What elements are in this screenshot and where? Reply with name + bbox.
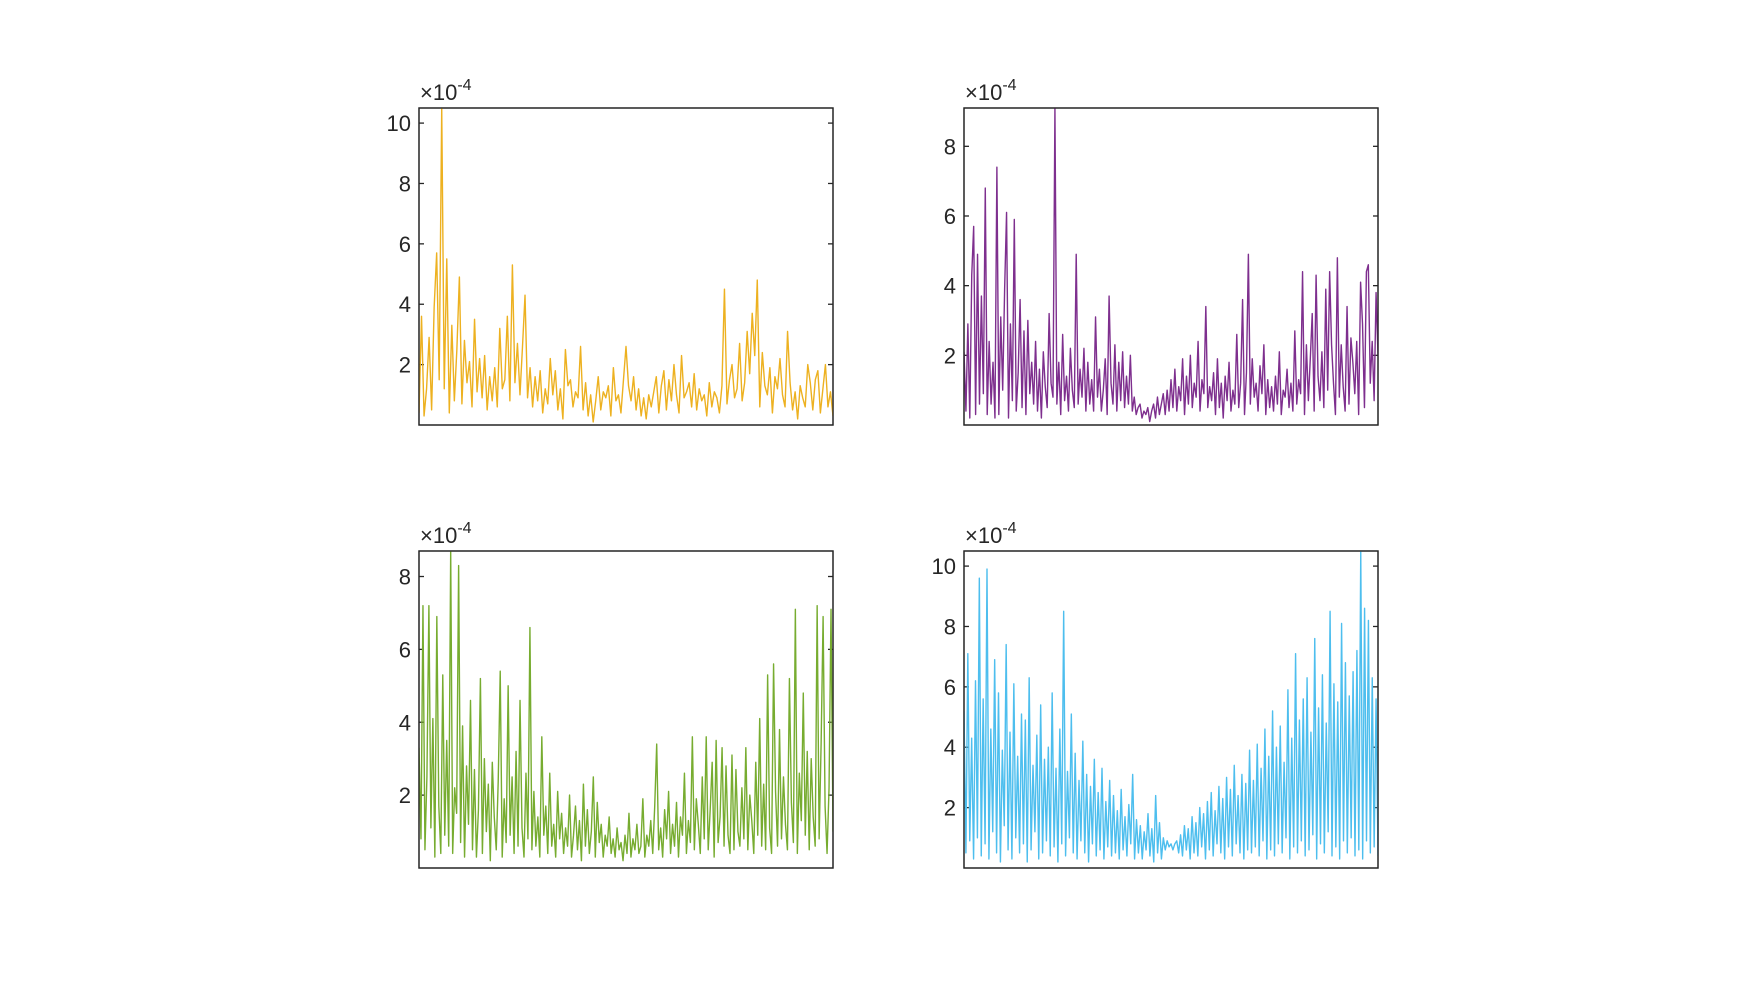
y-exponent-power: -4	[457, 77, 471, 94]
y-tick-label: 6	[944, 204, 956, 229]
y-tick-label: 8	[944, 614, 956, 639]
y-exponent-power: -4	[457, 520, 471, 537]
y-tick-label: 4	[399, 710, 411, 735]
y-exponent-base: ×10	[420, 80, 457, 105]
subplot-bottom-left: 2 4 6 8 ×10-4	[399, 520, 834, 869]
y-exponent-label: ×10-4	[965, 520, 1017, 548]
y-tick-label: 8	[399, 171, 411, 196]
subplot-bottom-right: 2 4 6 8 10 ×10-4	[932, 520, 1379, 869]
axes-border	[418, 550, 834, 869]
y-tick-label: 10	[387, 111, 411, 136]
y-tick-label: 6	[399, 232, 411, 257]
y-tick-label: 2	[944, 343, 956, 368]
y-exponent-label: ×10-4	[420, 520, 472, 548]
y-tick-label: 8	[944, 134, 956, 159]
series-line	[964, 108, 1378, 423]
series-line	[964, 551, 1378, 863]
y-tick-label: 2	[944, 796, 956, 821]
y-tick-label: 2	[399, 353, 411, 378]
y-exponent-label: ×10-4	[420, 77, 472, 105]
axes-border	[963, 550, 1379, 869]
y-tick-label: 8	[399, 565, 411, 590]
y-tick-label: 6	[944, 675, 956, 700]
y-tick-label: 2	[399, 783, 411, 808]
axes-border	[963, 107, 1379, 426]
y-tick-label: 4	[399, 292, 411, 317]
y-exponent-base: ×10	[965, 80, 1002, 105]
y-exponent-power: -4	[1002, 520, 1016, 537]
subplot-top-right: 2 4 6 8 ×10-4	[944, 77, 1379, 426]
y-exponent-base: ×10	[965, 523, 1002, 548]
series-line	[419, 108, 833, 423]
y-tick-label: 4	[944, 274, 956, 299]
y-exponent-label: ×10-4	[965, 77, 1017, 105]
y-exponent-base: ×10	[420, 523, 457, 548]
y-exponent-power: -4	[1002, 77, 1016, 94]
y-tick-label: 6	[399, 637, 411, 662]
series-line	[419, 551, 833, 862]
y-tick-label: 4	[944, 735, 956, 760]
axes-border	[418, 107, 834, 426]
subplot-top-left: 2 4 6 8 10 ×10-4	[387, 77, 834, 426]
y-tick-label: 10	[932, 554, 956, 579]
